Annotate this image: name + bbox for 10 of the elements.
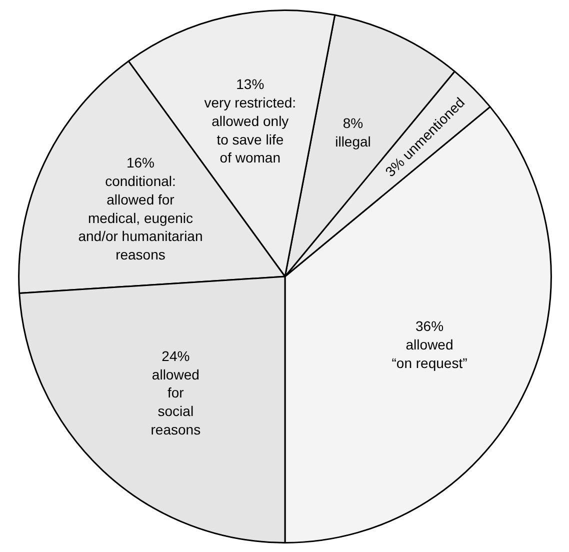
data-label: 24% [162, 348, 190, 364]
data-label: 36% [416, 318, 444, 334]
slice-label: very restricted: allowed only to save life of woman [204, 94, 296, 166]
slice-label: allowed “on request” [392, 336, 468, 371]
data-label: 13% [236, 76, 264, 92]
slice-label: illegal [335, 133, 371, 150]
slice-label: allowed for social reasons [150, 366, 201, 438]
data-label: 16% [126, 154, 155, 171]
data-label: 8% [342, 115, 364, 132]
slice-label: conditional: allowed for medical, eugenic and/or humanitarian reasons [78, 173, 203, 263]
